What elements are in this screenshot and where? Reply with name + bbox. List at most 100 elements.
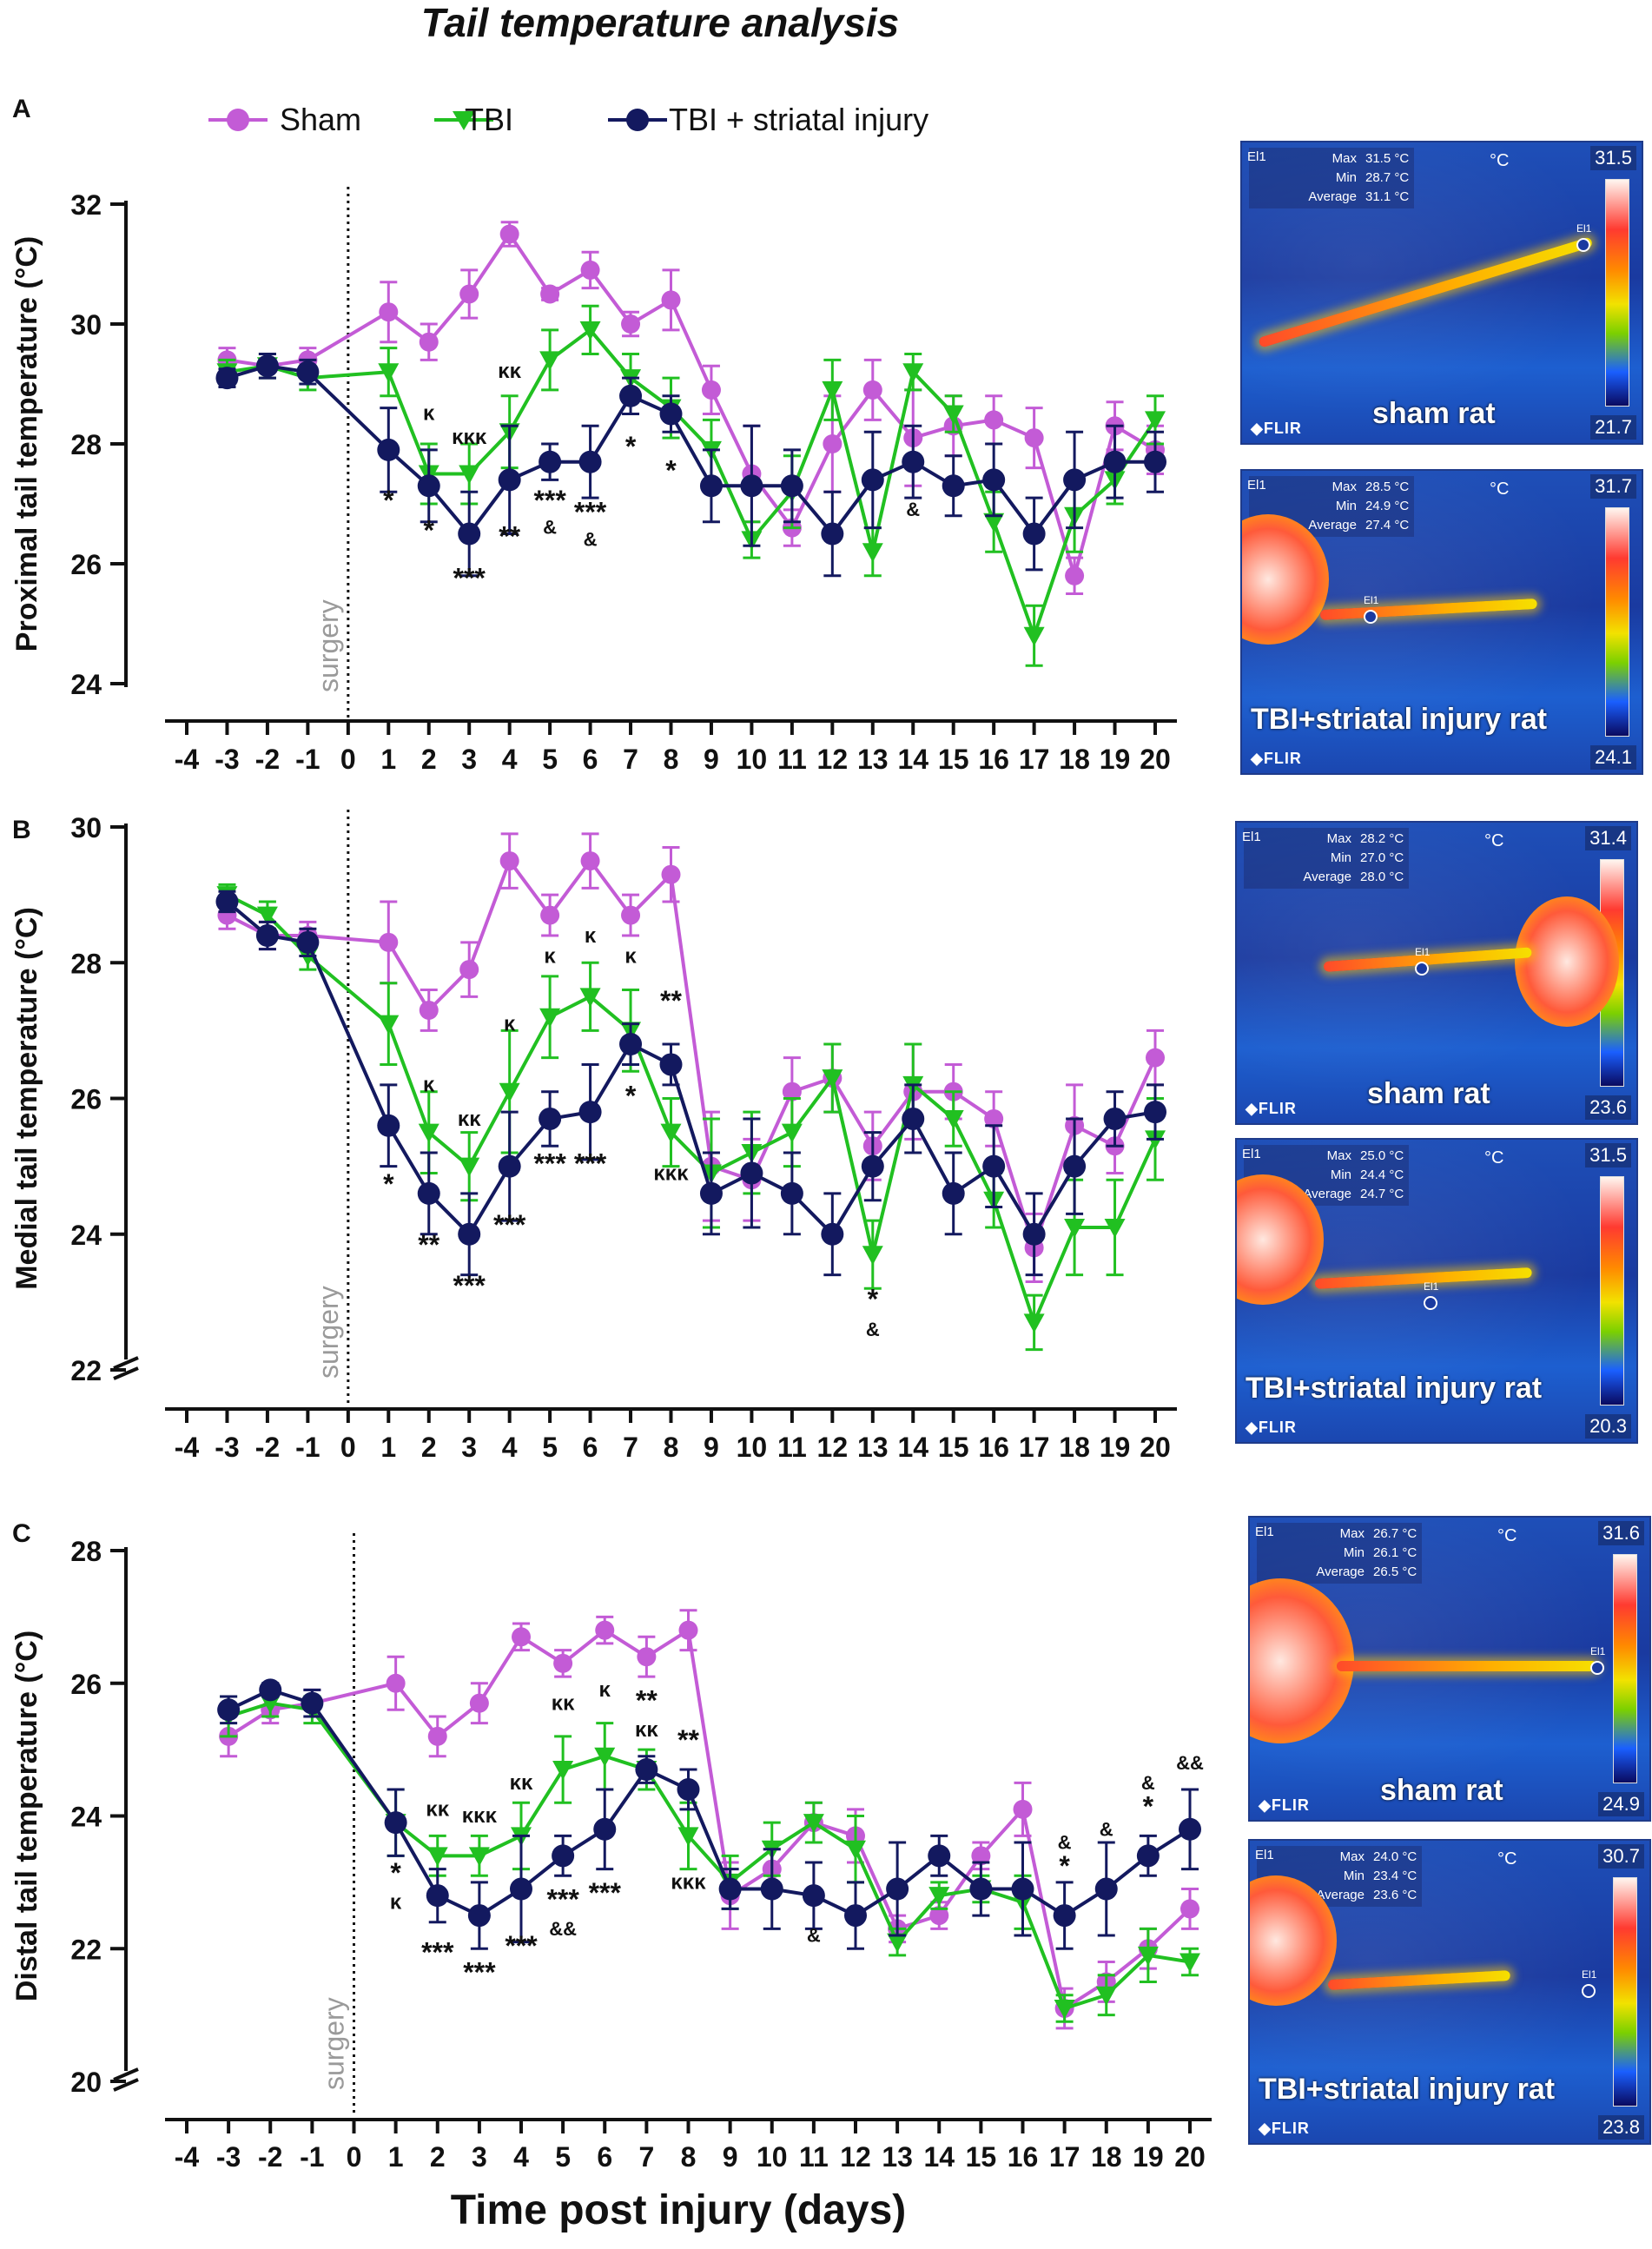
- thermal-readout-value: 27.0 °C: [1360, 850, 1404, 865]
- thermal-scale-max: 31.5: [1590, 146, 1636, 170]
- significance-annotation: ***: [453, 563, 486, 594]
- thermal-unit: °C: [1497, 1526, 1517, 1545]
- data-point: [1022, 1222, 1046, 1246]
- data-point: [1094, 1877, 1118, 1901]
- data-point: [637, 1647, 657, 1667]
- thermal-readout-label: Min: [1330, 850, 1351, 865]
- data-point: [256, 906, 278, 926]
- data-point: [1103, 450, 1127, 473]
- data-point: [419, 1000, 439, 1020]
- thermal-subject-label: sham rat: [1367, 1077, 1490, 1110]
- thermal-color-scale: [1613, 1554, 1637, 1783]
- x-tick-label: 10: [737, 1432, 768, 1463]
- data-point: [1144, 450, 1166, 473]
- legend-marker: [626, 109, 649, 131]
- thermal-readout-value: 28.7 °C: [1365, 170, 1410, 185]
- x-tick-label: 14: [897, 744, 928, 775]
- series-tbi: [218, 1688, 1200, 2023]
- x-tick-label: 14: [897, 1432, 928, 1463]
- data-point: [594, 1747, 616, 1767]
- data-point: [862, 543, 883, 563]
- x-tick-label: 15: [938, 1432, 969, 1463]
- measurement-marker: [1415, 962, 1429, 976]
- data-point: [619, 1033, 643, 1055]
- legend-item: Sham: [208, 102, 361, 137]
- data-point: [217, 1698, 241, 1722]
- y-tick-label: 22: [70, 1355, 102, 1386]
- x-tick-label: 5: [555, 2141, 571, 2173]
- data-point: [982, 468, 1006, 492]
- thermal-readout-label: Max: [1339, 1849, 1365, 1864]
- data-point: [458, 522, 481, 546]
- data-point: [458, 1222, 481, 1246]
- data-point: [499, 1082, 520, 1102]
- data-point: [740, 474, 763, 498]
- significance-annotation: ***: [533, 485, 566, 516]
- data-point: [296, 930, 320, 954]
- data-point: [552, 1761, 574, 1781]
- legend-item: TBI: [434, 102, 513, 137]
- data-point: [862, 1246, 883, 1266]
- x-tick-label: -2: [258, 2141, 282, 2173]
- axis-break: [113, 2067, 139, 2092]
- x-tick-label: 12: [840, 2141, 871, 2173]
- significance-annotation: κκ: [426, 1798, 449, 1822]
- data-point: [579, 321, 601, 341]
- x-tick-label: 11: [777, 1432, 807, 1463]
- thermal-element-id: El1: [1255, 1848, 1274, 1862]
- surgery-label: surgery: [313, 1286, 344, 1379]
- data-point: [469, 1693, 489, 1713]
- data-point: [539, 450, 562, 473]
- x-tick-label: 2: [430, 2141, 446, 2173]
- flir-logo: ◆FLIR: [1246, 1100, 1297, 1117]
- x-tick-label: 3: [472, 2141, 487, 2173]
- significance-annotation: *: [383, 1168, 394, 1200]
- x-tick-label: 18: [1059, 744, 1090, 775]
- data-point: [426, 1847, 448, 1867]
- significance-annotation: *: [1143, 1791, 1154, 1822]
- x-tick-label: 10: [757, 2141, 788, 2173]
- surgery-label: surgery: [313, 599, 344, 692]
- thermal-readout-value: 28.0 °C: [1360, 870, 1404, 884]
- thermal-readout-label: Max: [1332, 151, 1357, 166]
- thermal-image: El1 Max 28.5 °C Min 24.9 °C Average 27.4 °C °C 3…: [1240, 469, 1643, 775]
- data-point: [699, 1181, 723, 1205]
- thermal-readout-label: Min: [1343, 1869, 1365, 1883]
- data-point: [1011, 1877, 1034, 1901]
- series-line: [227, 230, 1157, 583]
- data-point: [699, 474, 723, 498]
- data-point: [378, 363, 400, 383]
- data-point: [215, 890, 239, 913]
- thermal-subject-label: sham rat: [1372, 397, 1496, 430]
- series-tbi-striatal-injury: [215, 890, 1166, 1277]
- y-axis-label: Medial tail temperature (°C): [10, 907, 43, 1290]
- data-point: [982, 1154, 1006, 1178]
- measurement-marker-label: El1: [1590, 1645, 1606, 1657]
- measurement-marker: [1424, 1296, 1437, 1310]
- rat-tail: [1327, 1970, 1511, 1990]
- data-point: [384, 1811, 407, 1835]
- thermal-image: El1 Max 28.2 °C Min 27.0 °C Average 28.0 °C °C 3…: [1235, 821, 1638, 1125]
- panel-letter: C: [12, 1519, 31, 1548]
- thermal-readout-value: 24.0 °C: [1373, 1849, 1417, 1864]
- data-point: [296, 361, 320, 384]
- data-point: [1013, 1799, 1033, 1819]
- thermal-element-id: El1: [1242, 1147, 1261, 1161]
- data-point: [928, 1844, 951, 1868]
- thermal-scale-min: 24.1: [1590, 745, 1636, 770]
- y-tick-label: 24: [70, 1802, 102, 1833]
- thermal-readout-value: 28.5 °C: [1365, 480, 1410, 494]
- significance-annotation: ***: [493, 1209, 526, 1240]
- legend-marker: [227, 109, 249, 131]
- data-point: [1145, 411, 1166, 431]
- data-point: [552, 1844, 575, 1868]
- data-point: [427, 1726, 447, 1746]
- significance-annotation: &: [1058, 1832, 1072, 1854]
- significance-annotation: &&: [1176, 1752, 1204, 1774]
- significance-annotation: *: [383, 485, 394, 516]
- thermal-subject-label: TBI+striatal injury rat: [1251, 703, 1548, 736]
- data-point: [1144, 1101, 1166, 1124]
- data-point: [459, 284, 479, 304]
- measurement-marker: [1582, 1984, 1596, 1998]
